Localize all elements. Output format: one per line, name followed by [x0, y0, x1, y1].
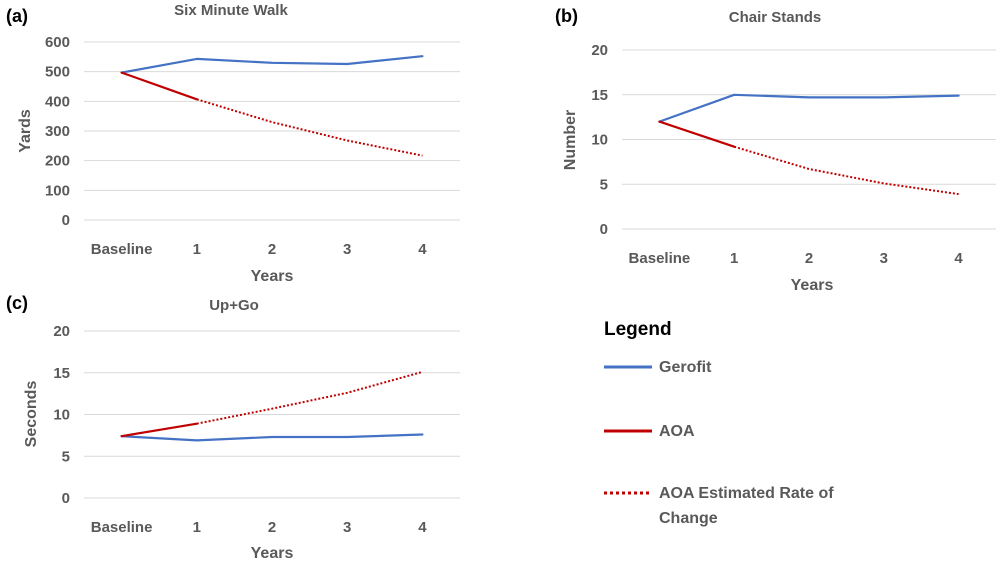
y-tick-label: 300 [45, 123, 70, 140]
y-tick-label: 15 [591, 87, 608, 104]
x-tick-label: 2 [805, 250, 813, 267]
chart-title: Chair Stands [729, 9, 822, 26]
x-axis-title: Years [251, 545, 294, 562]
legend-label: Gerofit [659, 359, 712, 376]
y-tick-label: 20 [53, 323, 70, 340]
x-tick-label: Baseline [629, 250, 691, 267]
y-tick-label: 10 [53, 407, 70, 424]
y-axis-title: Yards [17, 109, 34, 153]
y-tick-label: 0 [600, 221, 608, 238]
series-line-gerofit [658, 93, 960, 123]
x-tick-label: 1 [193, 519, 201, 536]
y-tick-label: 100 [45, 182, 70, 199]
x-axis-title: Years [791, 277, 834, 294]
chart-title: Six Minute Walk [174, 2, 288, 19]
y-tick-label: 200 [45, 153, 70, 170]
x-tick-label: Baseline [91, 241, 153, 258]
series-line-gerofit [120, 55, 424, 74]
series-line-aoa-estimated-rate-of-change [196, 98, 423, 157]
y-tick-label: 500 [45, 64, 70, 81]
y-tick-label: 600 [45, 34, 70, 51]
x-tick-label: 2 [268, 241, 276, 258]
legend-label: AOA Estimated Rate of [659, 485, 834, 502]
y-tick-label: 400 [45, 93, 70, 110]
y-tick-label: 10 [591, 132, 608, 149]
x-tick-label: 2 [268, 519, 276, 536]
legend: Legend Gerofit AOA AOA Estimated Rate of Cha… [604, 319, 834, 527]
series-line-aoa-estimated-rate-of-change [196, 370, 423, 425]
series-line-aoa [120, 71, 198, 101]
panel-label: (b) [555, 6, 578, 26]
x-tick-label: 4 [954, 250, 963, 267]
x-tick-label: 4 [418, 241, 427, 258]
y-tick-label: 5 [600, 176, 608, 193]
x-tick-label: 3 [343, 241, 351, 258]
y-tick-label: 0 [62, 490, 70, 507]
series-line-aoa [120, 422, 198, 438]
chart-panel-1: (a) Six Minute Walk 0 100 200 300 400 500 600 Bas… [6, 2, 460, 285]
x-tick-label: 4 [418, 519, 427, 536]
series-line-aoa [658, 120, 736, 148]
series-line-aoa-estimated-rate-of-change [733, 145, 959, 196]
legend-label: AOA [659, 423, 695, 440]
y-tick-label: 15 [53, 365, 70, 382]
y-axis-title: Number [562, 110, 579, 170]
legend-title: Legend [604, 319, 672, 340]
x-axis-title: Years [251, 268, 294, 285]
x-tick-label: 1 [193, 241, 201, 258]
y-axis-title: Seconds [23, 381, 40, 448]
chart-panel-3: (c) Up+Go 0 5 10 15 20 Baseline 1 2 3 4 Years Seconds [6, 293, 460, 562]
x-tick-label: Baseline [91, 519, 153, 536]
legend-label: Change [659, 510, 718, 527]
x-tick-label: 3 [880, 250, 888, 267]
x-tick-label: 3 [343, 519, 351, 536]
series-line-gerofit [120, 433, 424, 442]
y-tick-label: 5 [62, 448, 70, 465]
chart-title: Up+Go [209, 297, 259, 314]
y-tick-label: 0 [62, 212, 70, 229]
x-tick-label: 1 [730, 250, 738, 267]
y-tick-label: 20 [591, 42, 608, 59]
panel-label: (c) [6, 293, 28, 313]
chart-panel-2: (b) Chair Stands 0 5 10 15 20 Baseline 1 2 3 4 Years… [555, 6, 996, 294]
panel-label: (a) [6, 6, 28, 26]
